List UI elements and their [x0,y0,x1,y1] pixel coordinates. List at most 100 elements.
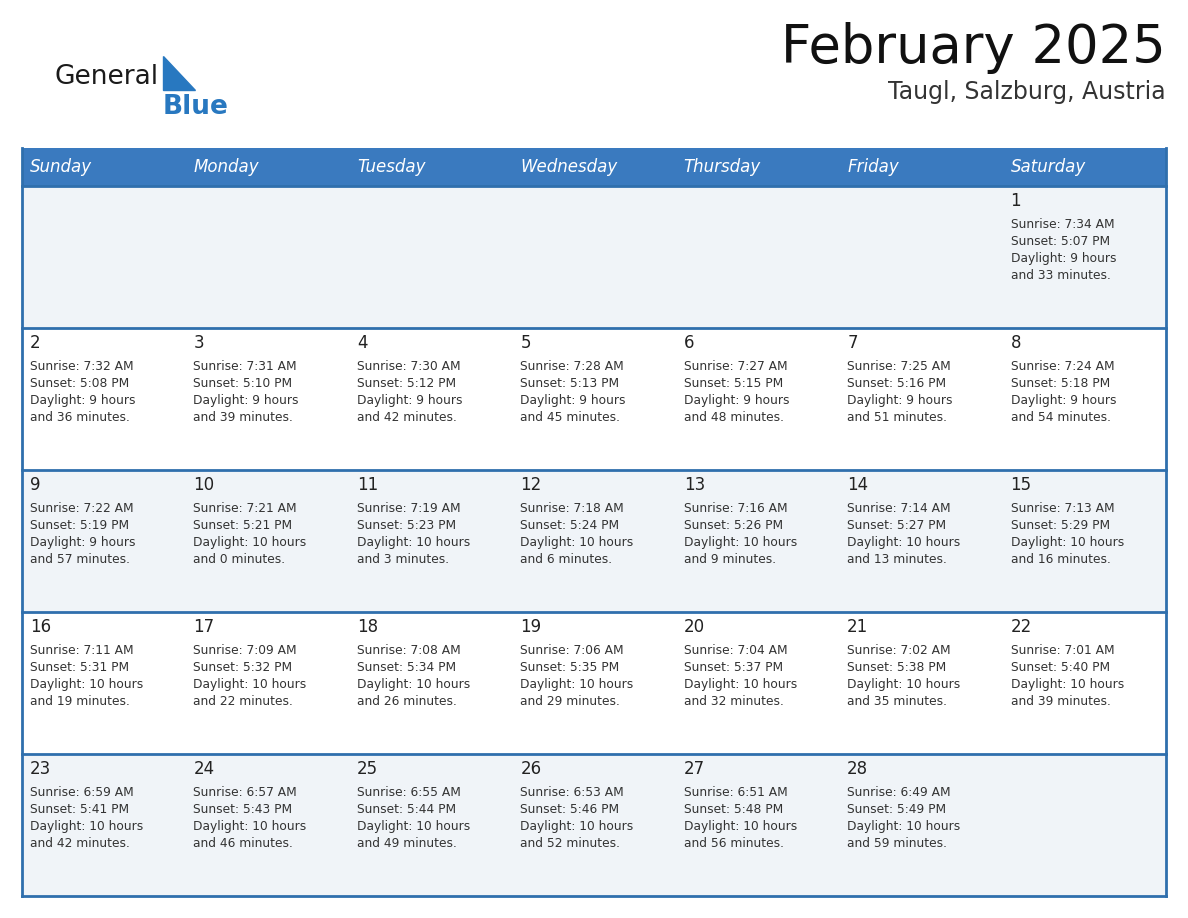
Text: 26: 26 [520,760,542,778]
Bar [839,148,1003,186]
Text: Daylight: 10 hours: Daylight: 10 hours [847,678,960,691]
Text: Sunrise: 7:22 AM: Sunrise: 7:22 AM [30,502,133,515]
Text: 12: 12 [520,476,542,494]
Text: Sunset: 5:46 PM: Sunset: 5:46 PM [520,803,619,816]
Text: Sunset: 5:10 PM: Sunset: 5:10 PM [194,377,292,390]
Text: and 32 minutes.: and 32 minutes. [684,695,784,708]
Text: Sunrise: 7:31 AM: Sunrise: 7:31 AM [194,360,297,373]
Text: Sunrise: 7:27 AM: Sunrise: 7:27 AM [684,360,788,373]
Text: 1: 1 [1011,192,1022,210]
Text: 21: 21 [847,618,868,636]
Text: Friday: Friday [847,158,899,176]
Text: 25: 25 [356,760,378,778]
Text: and 19 minutes.: and 19 minutes. [30,695,129,708]
Bar [23,148,185,186]
Polygon shape [163,56,195,90]
Text: Daylight: 10 hours: Daylight: 10 hours [194,536,307,549]
Bar [1003,148,1165,186]
Text: Daylight: 10 hours: Daylight: 10 hours [356,678,470,691]
Text: Daylight: 9 hours: Daylight: 9 hours [1011,394,1116,407]
Text: Daylight: 10 hours: Daylight: 10 hours [520,536,633,549]
Text: Daylight: 10 hours: Daylight: 10 hours [30,678,144,691]
Text: Sunrise: 6:53 AM: Sunrise: 6:53 AM [520,786,624,799]
Text: and 48 minutes.: and 48 minutes. [684,411,784,424]
Text: Sunrise: 7:25 AM: Sunrise: 7:25 AM [847,360,950,373]
Text: 6: 6 [684,334,694,352]
Text: Sunset: 5:31 PM: Sunset: 5:31 PM [30,661,129,674]
Text: 13: 13 [684,476,704,494]
Text: Sunset: 5:18 PM: Sunset: 5:18 PM [1011,377,1110,390]
Text: and 49 minutes.: and 49 minutes. [356,837,456,850]
Text: Daylight: 10 hours: Daylight: 10 hours [684,820,797,833]
Text: Daylight: 10 hours: Daylight: 10 hours [520,678,633,691]
Text: Tuesday: Tuesday [356,158,425,176]
Bar [676,148,839,186]
Text: Sunrise: 7:13 AM: Sunrise: 7:13 AM [1011,502,1114,515]
Text: Sunset: 5:15 PM: Sunset: 5:15 PM [684,377,783,390]
Text: General: General [55,64,159,90]
Bar [23,612,1165,754]
Bar [23,328,1165,470]
Text: Sunset: 5:24 PM: Sunset: 5:24 PM [520,519,619,532]
Text: Daylight: 10 hours: Daylight: 10 hours [356,536,470,549]
Text: and 6 minutes.: and 6 minutes. [520,553,612,566]
Text: 20: 20 [684,618,704,636]
Text: and 29 minutes.: and 29 minutes. [520,695,620,708]
Text: 27: 27 [684,760,704,778]
Text: Sunrise: 6:59 AM: Sunrise: 6:59 AM [30,786,134,799]
Text: Sunset: 5:49 PM: Sunset: 5:49 PM [847,803,947,816]
Text: Monday: Monday [194,158,259,176]
Text: Sunrise: 7:19 AM: Sunrise: 7:19 AM [356,502,461,515]
Text: and 54 minutes.: and 54 minutes. [1011,411,1111,424]
Text: and 57 minutes.: and 57 minutes. [30,553,129,566]
Text: 28: 28 [847,760,868,778]
Text: 16: 16 [30,618,51,636]
Text: Daylight: 9 hours: Daylight: 9 hours [520,394,626,407]
Text: Thursday: Thursday [684,158,762,176]
Text: Sunrise: 7:30 AM: Sunrise: 7:30 AM [356,360,461,373]
Text: Sunrise: 7:04 AM: Sunrise: 7:04 AM [684,644,788,657]
Text: Sunset: 5:44 PM: Sunset: 5:44 PM [356,803,456,816]
Text: Sunrise: 7:14 AM: Sunrise: 7:14 AM [847,502,950,515]
Text: Sunrise: 7:06 AM: Sunrise: 7:06 AM [520,644,624,657]
Text: 8: 8 [1011,334,1020,352]
Bar [23,186,1165,328]
Text: Daylight: 10 hours: Daylight: 10 hours [30,820,144,833]
Text: 5: 5 [520,334,531,352]
Text: Sunset: 5:27 PM: Sunset: 5:27 PM [847,519,947,532]
Text: Sunrise: 7:18 AM: Sunrise: 7:18 AM [520,502,624,515]
Text: and 51 minutes.: and 51 minutes. [847,411,947,424]
Text: Sunset: 5:48 PM: Sunset: 5:48 PM [684,803,783,816]
Text: Blue: Blue [163,94,229,120]
Text: Sunrise: 7:01 AM: Sunrise: 7:01 AM [1011,644,1114,657]
Text: Sunset: 5:26 PM: Sunset: 5:26 PM [684,519,783,532]
Text: and 0 minutes.: and 0 minutes. [194,553,285,566]
Text: 17: 17 [194,618,215,636]
Text: Daylight: 9 hours: Daylight: 9 hours [356,394,462,407]
Text: Sunset: 5:34 PM: Sunset: 5:34 PM [356,661,456,674]
Text: Sunday: Sunday [30,158,93,176]
Text: Sunset: 5:32 PM: Sunset: 5:32 PM [194,661,292,674]
Text: Daylight: 10 hours: Daylight: 10 hours [847,820,960,833]
Text: and 52 minutes.: and 52 minutes. [520,837,620,850]
Text: Sunrise: 6:51 AM: Sunrise: 6:51 AM [684,786,788,799]
Text: 22: 22 [1011,618,1032,636]
Text: and 42 minutes.: and 42 minutes. [30,837,129,850]
Text: Daylight: 10 hours: Daylight: 10 hours [520,820,633,833]
Text: 14: 14 [847,476,868,494]
Text: Wednesday: Wednesday [520,158,618,176]
Bar [23,754,1165,896]
Bar [512,148,676,186]
Text: Sunset: 5:12 PM: Sunset: 5:12 PM [356,377,456,390]
Text: and 22 minutes.: and 22 minutes. [194,695,293,708]
Text: and 26 minutes.: and 26 minutes. [356,695,456,708]
Text: Sunset: 5:13 PM: Sunset: 5:13 PM [520,377,619,390]
Text: Sunset: 5:16 PM: Sunset: 5:16 PM [847,377,947,390]
Text: and 36 minutes.: and 36 minutes. [30,411,129,424]
Text: Sunset: 5:35 PM: Sunset: 5:35 PM [520,661,619,674]
Text: 24: 24 [194,760,215,778]
Text: Daylight: 9 hours: Daylight: 9 hours [1011,252,1116,265]
Text: Sunrise: 7:16 AM: Sunrise: 7:16 AM [684,502,788,515]
Text: 11: 11 [356,476,378,494]
Text: Daylight: 10 hours: Daylight: 10 hours [194,678,307,691]
